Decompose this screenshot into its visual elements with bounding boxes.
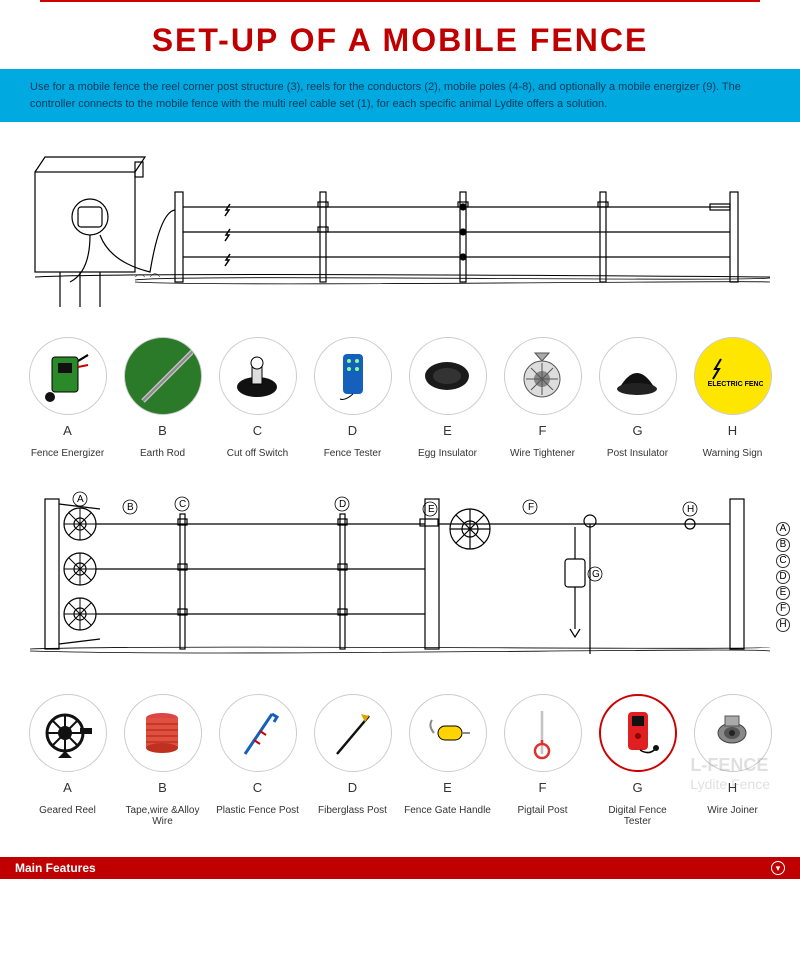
- component-b: B Earth Rod: [119, 337, 207, 459]
- plastic-post-icon: [219, 694, 297, 772]
- watermark: L-FENCE Lydite Fence: [690, 755, 770, 792]
- component-g: G Post Insulator: [594, 337, 682, 459]
- component-e: E Egg Insulator: [404, 337, 492, 459]
- components-bottom-row: A Geared Reel B Tape,wire &Alloy Wire C Plast…: [0, 684, 800, 837]
- svg-text:E: E: [428, 504, 435, 515]
- earth-rod-icon: [124, 337, 202, 415]
- gate-handle-icon: [409, 694, 487, 772]
- tester-icon: [314, 337, 392, 415]
- component-label: Geared Reel: [39, 805, 96, 816]
- component-d: D Fence Tester: [309, 337, 397, 459]
- intro-text: Use for a mobile fence the reel corner p…: [30, 81, 741, 110]
- component-f: F Wire Tightener: [499, 337, 587, 459]
- tightener-icon: [504, 337, 582, 415]
- component-letter: H: [728, 423, 737, 438]
- component-label: Fence Tester: [324, 448, 382, 459]
- component-label: Earth Rod: [140, 448, 185, 459]
- main-features-bar: Main Features ▾: [0, 857, 800, 879]
- diagram-side-labels: ABCDEFH: [776, 516, 790, 638]
- component-letter: A: [63, 780, 72, 795]
- diagram-top: [0, 122, 800, 327]
- side-label-C: C: [776, 554, 790, 568]
- main-features-label: Main Features: [15, 861, 96, 875]
- post-insulator-icon: [599, 337, 677, 415]
- component-e: E Fence Gate Handle: [404, 694, 492, 827]
- diagram-bottom: A B C D E F G H ABCDEFH: [0, 469, 800, 684]
- component-a: A Fence Energizer: [24, 337, 112, 459]
- svg-text:ELECTRIC FENCE: ELECTRIC FENCE: [707, 381, 762, 388]
- digital-tester-icon: [599, 694, 677, 772]
- component-letter: F: [539, 423, 547, 438]
- component-letter: G: [632, 423, 642, 438]
- component-letter: E: [443, 423, 452, 438]
- component-label: Pigtail Post: [517, 805, 567, 816]
- intro-banner: Use for a mobile fence the reel corner p…: [0, 69, 800, 122]
- title-rule-top: [40, 0, 760, 2]
- egg-insulator-icon: [409, 337, 487, 415]
- component-label: Warning Sign: [703, 448, 763, 459]
- reel-icon: [29, 694, 107, 772]
- component-h: ELECTRIC FENCE H Warning Sign: [689, 337, 777, 459]
- svg-text:F: F: [528, 502, 534, 513]
- component-letter: B: [158, 780, 167, 795]
- component-c: C Plastic Fence Post: [214, 694, 302, 827]
- fence-schematic-1: [30, 142, 770, 312]
- component-letter: C: [253, 780, 262, 795]
- component-label: Cut off Switch: [227, 448, 289, 459]
- wire-spool-icon: [124, 694, 202, 772]
- component-label: Fence Gate Handle: [404, 805, 491, 816]
- component-label: Plastic Fence Post: [216, 805, 299, 816]
- pigtail-icon: [504, 694, 582, 772]
- component-letter: A: [63, 423, 72, 438]
- component-letter: B: [158, 423, 167, 438]
- page-container: SET-UP OF A MOBILE FENCE Use for a mobil…: [0, 0, 800, 879]
- component-letter: C: [253, 423, 262, 438]
- svg-text:B: B: [127, 502, 134, 513]
- chevron-down-icon: ▾: [771, 861, 785, 875]
- component-g: G Digital Fence Tester: [594, 694, 682, 827]
- switch-icon: [219, 337, 297, 415]
- component-label: Fiberglass Post: [318, 805, 387, 816]
- fiberglass-post-icon: [314, 694, 392, 772]
- component-label: Digital Fence Tester: [594, 805, 682, 827]
- side-label-H: H: [776, 618, 790, 632]
- side-label-D: D: [776, 570, 790, 584]
- energizer-icon: [29, 337, 107, 415]
- component-letter: G: [632, 780, 642, 795]
- component-b: B Tape,wire &Alloy Wire: [119, 694, 207, 827]
- component-letter: E: [443, 780, 452, 795]
- fence-schematic-2: A B C D E F G H: [30, 489, 770, 669]
- components-top-row: A Fence Energizer B Earth Rod C Cut off Switc…: [0, 327, 800, 469]
- svg-text:D: D: [339, 499, 346, 510]
- component-label: Egg Insulator: [418, 448, 477, 459]
- side-label-F: F: [776, 602, 790, 616]
- watermark-line1: L-FENCE: [690, 755, 768, 775]
- component-label: Wire Tightener: [510, 448, 575, 459]
- svg-text:H: H: [687, 504, 694, 515]
- component-d: D Fiberglass Post: [309, 694, 397, 827]
- side-label-A: A: [776, 522, 790, 536]
- svg-text:C: C: [179, 499, 186, 510]
- component-letter: D: [348, 780, 357, 795]
- side-label-B: B: [776, 538, 790, 552]
- component-label: Fence Energizer: [31, 448, 104, 459]
- component-letter: F: [539, 780, 547, 795]
- watermark-line2: Lydite Fence: [690, 776, 770, 792]
- component-letter: D: [348, 423, 357, 438]
- component-a: A Geared Reel: [24, 694, 112, 827]
- component-label: Tape,wire &Alloy Wire: [119, 805, 207, 827]
- side-label-E: E: [776, 586, 790, 600]
- component-c: C Cut off Switch: [214, 337, 302, 459]
- svg-text:A: A: [77, 494, 84, 505]
- component-f: F Pigtail Post: [499, 694, 587, 827]
- component-label: Wire Joiner: [707, 805, 758, 816]
- warning-sign-icon: ELECTRIC FENCE: [694, 337, 772, 415]
- component-label: Post Insulator: [607, 448, 668, 459]
- page-title: SET-UP OF A MOBILE FENCE: [0, 22, 800, 59]
- svg-text:G: G: [592, 569, 600, 580]
- page-title-wrap: SET-UP OF A MOBILE FENCE: [0, 7, 800, 69]
